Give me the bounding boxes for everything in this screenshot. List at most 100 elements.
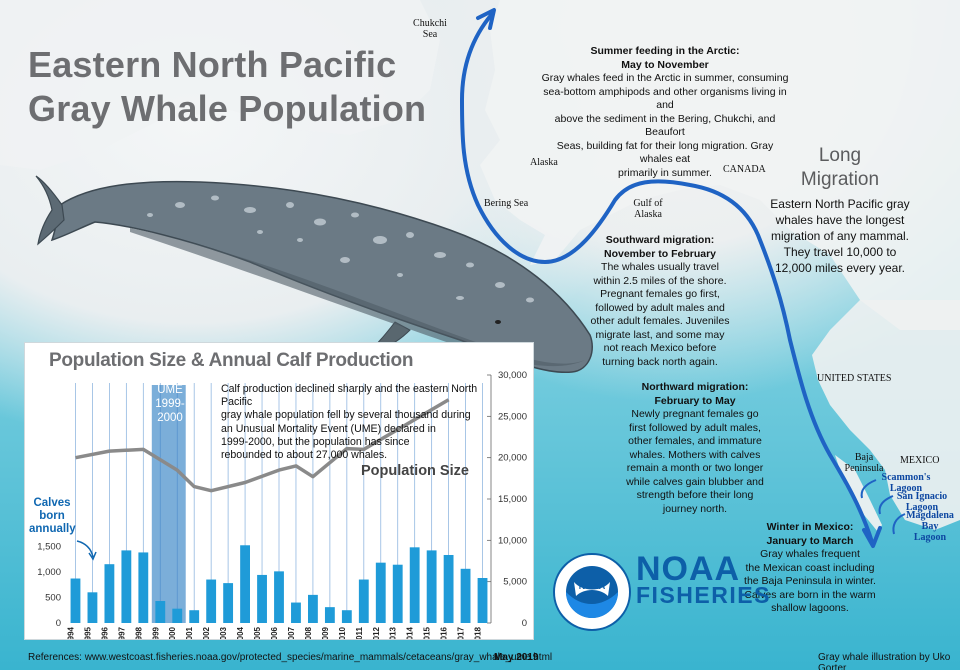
lagoon-pointer-sanignacio	[878, 495, 894, 515]
winter-body-3: the Baja Peninsula in winter.	[744, 575, 876, 587]
summer-body-1: Gray whales feed in the Arctic in summer…	[541, 72, 789, 84]
calf-bar-2014	[409, 547, 420, 623]
calf-bar-1994	[70, 578, 81, 623]
summer-heading-2: May to November	[621, 58, 709, 71]
calf-bar-2000	[172, 608, 183, 623]
northward-body-1: Newly pregnant females go	[631, 408, 759, 420]
year-label-2008: 2008	[304, 626, 313, 639]
year-label-2002: 2002	[202, 626, 211, 639]
year-label-2010: 2010	[338, 626, 347, 639]
right-axis-tick-label: 5,000	[503, 577, 527, 588]
label-alaska: Alaska	[530, 157, 558, 168]
long-migration-body-2: whales have the longest	[775, 213, 905, 227]
winter-body-5: shallow lagoons.	[771, 602, 849, 614]
long-migration-body-1: Eastern North Pacific gray	[770, 197, 910, 211]
footer-illustration-credit: Gray whale illustration by Uko Gorter	[818, 652, 951, 670]
left-axis-tick-label: 0	[56, 618, 61, 629]
label-sanignacio-line1: San Ignacio	[896, 491, 948, 502]
summer-heading-1: Summer feeding in the Arctic:	[590, 45, 740, 57]
calf-bar-1996	[104, 564, 115, 623]
ume-highlight-band	[151, 385, 186, 623]
population-line	[75, 398, 450, 493]
page-title-line1: Eastern North Pacific	[28, 44, 397, 85]
asia-land	[0, 0, 440, 170]
noaa-fisheries-wordmark: NOAA FISHERIES	[636, 552, 771, 608]
label-magdalena-line1: Magdalena	[906, 510, 954, 521]
calf-bar-2017	[460, 568, 471, 623]
chart-note-line3: an Unusual Mortality Event (UME) declare…	[221, 422, 436, 435]
calves-label-line1: Calves	[33, 497, 71, 509]
noaa-seal-center: NOAA	[579, 581, 606, 591]
chart-note-line1: Calf production declined sharply and the…	[221, 383, 478, 409]
ume-label: UME 1999- 2000	[149, 383, 191, 425]
year-label-2005: 2005	[253, 626, 262, 639]
calf-bar-2016	[443, 554, 454, 623]
calf-bar-2001	[189, 610, 200, 623]
northward-heading-1: Northward migration:	[641, 381, 749, 393]
label-baja-line1: Baja	[854, 452, 874, 463]
label-scammons-lagoon: Scammon's Lagoon	[876, 472, 936, 494]
population-chart: 0 5,000 10,000 15,000 20,000 25,000 30,000 0 500…	[37, 370, 527, 639]
route-arrow-north	[476, 8, 496, 30]
calf-bar-2007	[291, 602, 301, 623]
label-magdalena-line3: Lagoon	[913, 532, 947, 543]
ume-label-line1: UME	[157, 384, 183, 396]
calf-bar-2006	[274, 571, 284, 623]
lagoon-pointer-scammon	[860, 479, 877, 499]
southward-body-2: within 2.5 miles of the shore.	[593, 274, 727, 287]
southward-migration-block: Southward migration: November to Februar…	[580, 234, 740, 369]
year-label-2017: 2017	[457, 626, 466, 639]
year-label-1995: 1995	[83, 626, 92, 639]
year-label-1998: 1998	[134, 626, 143, 639]
label-gulf-line2: Alaska	[634, 209, 662, 220]
left-axis-tick-label: 1,500	[37, 541, 61, 552]
calf-bar-1999	[155, 601, 166, 623]
ume-label-line2: 1999-	[155, 398, 185, 410]
chart-note-line2: gray whale population fell by several th…	[221, 409, 471, 422]
footer-references: References: www.westcoast.fisheries.noaa…	[28, 652, 553, 663]
calf-bar-2013	[392, 564, 403, 623]
calf-bar-2008	[308, 594, 318, 623]
alaska-land	[480, 0, 960, 330]
chart-title: Population Size & Annual Calf Production	[49, 350, 414, 371]
label-chukchi-sea: Chukchi Sea	[408, 18, 452, 40]
winter-heading-2: January to March	[766, 534, 854, 547]
year-label-2003: 2003	[219, 626, 228, 639]
year-label-2007: 2007	[287, 626, 296, 639]
northward-body-5: remain a month or two longer	[626, 462, 764, 474]
calf-bar-2018	[477, 578, 488, 623]
southward-body-7: not reach Mexico before	[603, 342, 717, 354]
page-title-line2: Gray Whale Population	[28, 88, 427, 129]
year-label-2009: 2009	[321, 626, 330, 639]
label-magdalena-line2: Bay	[921, 521, 939, 532]
year-label-2014: 2014	[406, 626, 415, 639]
summer-body-5: primarily in summer.	[618, 166, 712, 179]
label-chukchi-line2: Sea	[422, 29, 438, 40]
noaa-wordmark-line2: FISHERIES	[636, 582, 771, 608]
year-label-2006: 2006	[270, 626, 279, 639]
whale-tail-fluke	[35, 175, 65, 246]
right-axis-tick-label: 25,000	[498, 411, 527, 422]
long-migration-heading-2: Migration	[800, 169, 880, 190]
northward-heading-2: February to May	[654, 394, 736, 407]
summer-body-4: Seas, building fat for their long migrat…	[556, 139, 774, 166]
long-migration-body-5: 12,000 miles every year.	[774, 261, 906, 275]
population-size-label: Population Size	[361, 463, 469, 479]
label-mexico: MEXICO	[900, 455, 940, 466]
calf-bar-2012	[375, 562, 386, 623]
southward-heading-1: Southward migration:	[605, 234, 715, 246]
label-sanignacio-line2: Lagoon	[905, 502, 939, 513]
calf-bar-1997	[121, 550, 132, 623]
long-migration-body-4: They travel 10,000 to	[783, 245, 897, 259]
southward-body-5: other adult females. Juveniles	[590, 315, 730, 327]
calf-bar-2011	[358, 579, 369, 623]
calf-bar-1998	[138, 552, 149, 623]
year-label-2012: 2012	[372, 626, 381, 639]
calves-born-label: Calves born annually	[29, 497, 76, 536]
long-migration-body: Eastern North Pacific gray whales have t…	[770, 196, 910, 276]
southward-heading-2: November to February	[603, 247, 717, 260]
winter-body-2: the Mexican coast including	[745, 561, 875, 574]
northward-body-7: strength before their long	[636, 489, 754, 501]
year-label-1997: 1997	[117, 626, 126, 639]
northward-body-4: whales. Mothers with calves	[629, 448, 761, 461]
